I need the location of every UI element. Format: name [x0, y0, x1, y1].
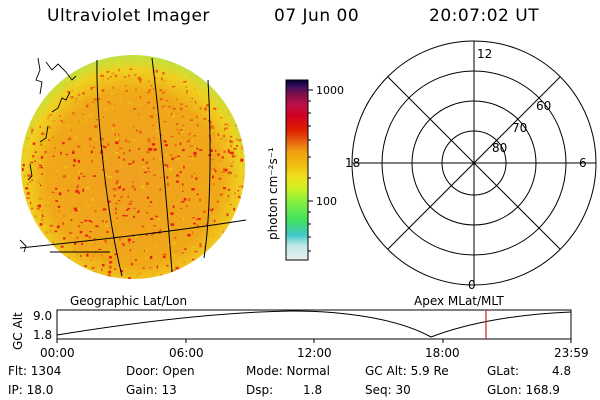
altitude-ytick-1.8: 1.8 — [33, 328, 52, 342]
colorbar-tick-1000: 1000 — [316, 84, 344, 97]
altitude-plot — [56, 309, 572, 343]
geo-grid — [19, 57, 247, 277]
mlt-label-18: 18 — [345, 156, 360, 170]
lat-label-70: 70 — [512, 121, 527, 135]
xtick-0000: 00:00 — [40, 346, 75, 360]
geo-caption: Geographic Lat/Lon — [70, 294, 187, 308]
altitude-ylabel: GC Alt — [11, 312, 25, 350]
lat-label-60: 60 — [536, 99, 551, 113]
coastline — [19, 57, 77, 253]
glat-label: GLat: — [487, 364, 520, 378]
xtick-1800: 18:00 — [425, 346, 460, 360]
flight-number: Flt: 1304 — [8, 364, 62, 378]
lat-label-80: 80 — [492, 141, 507, 155]
glat-value: 4.8 — [552, 364, 572, 378]
colorbar — [285, 79, 309, 261]
sequence-value: Seq: 30 — [365, 383, 411, 397]
dsp-value: 1.8 — [303, 383, 323, 397]
mlt-label-12: 12 — [477, 47, 492, 61]
xtick-2359: 23:59 — [554, 346, 589, 360]
altitude-frame — [56, 309, 572, 340]
mlt-label-6: 6 — [579, 156, 587, 170]
uv-image — [19, 55, 247, 279]
polar-plot — [351, 40, 597, 286]
apex-caption: Apex MLat/MLT — [414, 294, 504, 308]
door-status: Door: Open — [126, 364, 195, 378]
earth-disk — [21, 55, 245, 279]
app-title: Ultraviolet Imager — [47, 6, 210, 26]
header-date: 07 Jun 00 — [274, 6, 360, 26]
ip-value: IP: 18.0 — [8, 383, 54, 397]
gc-altitude: GC Alt: 5.9 Re — [365, 364, 449, 378]
colorbar-unit-label: photon cm⁻²s⁻¹ — [266, 147, 280, 240]
header-time: 20:07:02 UT — [429, 6, 540, 26]
colorbar-tick-100: 100 — [316, 195, 337, 208]
gain-value: Gain: 13 — [126, 383, 177, 397]
mode-value: Mode: Normal — [246, 364, 330, 378]
altitude-ytick-9: 9.0 — [33, 309, 52, 323]
glon-value: GLon: 168.9 — [487, 383, 560, 397]
colorbar-ticks — [308, 89, 313, 252]
mlt-label-0: 0 — [468, 278, 476, 292]
xtick-0600: 06:00 — [169, 346, 204, 360]
dsp-label: Dsp: — [246, 383, 274, 397]
xtick-1200: 12:00 — [297, 346, 332, 360]
altitude-curve — [56, 310, 572, 338]
